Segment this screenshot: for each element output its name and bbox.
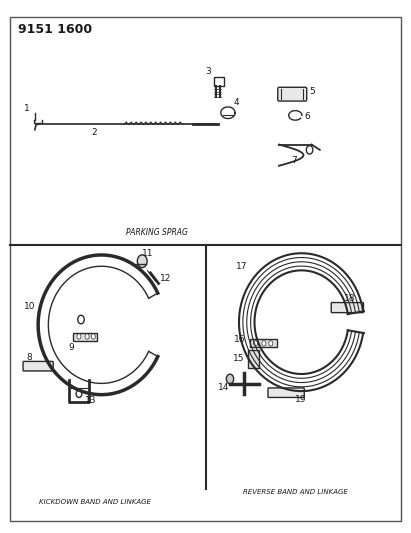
Text: 9151 1600: 9151 1600: [18, 22, 92, 36]
Circle shape: [76, 390, 82, 398]
Text: KICKDOWN BAND AND LINKAGE: KICKDOWN BAND AND LINKAGE: [39, 499, 151, 505]
Circle shape: [269, 341, 273, 346]
FancyBboxPatch shape: [23, 361, 53, 371]
Circle shape: [85, 334, 89, 339]
Bar: [73, 333, 97, 341]
Text: PARKING SPRAG: PARKING SPRAG: [126, 228, 187, 237]
Bar: [248, 350, 259, 368]
Circle shape: [226, 374, 234, 384]
Text: 1: 1: [24, 104, 30, 113]
Text: 7: 7: [291, 156, 297, 165]
Circle shape: [306, 146, 313, 154]
FancyBboxPatch shape: [214, 77, 224, 86]
Text: 11: 11: [142, 249, 154, 258]
Text: 9: 9: [69, 343, 74, 352]
Circle shape: [262, 341, 266, 346]
Text: REVERSE BAND AND LINKAGE: REVERSE BAND AND LINKAGE: [243, 489, 348, 495]
Text: 15: 15: [233, 354, 245, 364]
Text: 6: 6: [304, 112, 310, 122]
Text: 4: 4: [233, 98, 239, 107]
Text: 19: 19: [296, 394, 307, 403]
Text: 13: 13: [85, 395, 97, 405]
FancyBboxPatch shape: [331, 303, 363, 313]
Text: 8: 8: [27, 353, 32, 362]
FancyBboxPatch shape: [278, 87, 307, 101]
Text: 10: 10: [24, 302, 35, 311]
Text: 3: 3: [206, 67, 211, 76]
Text: 14: 14: [218, 383, 229, 392]
FancyBboxPatch shape: [268, 388, 304, 398]
Circle shape: [78, 316, 84, 324]
Text: 18: 18: [344, 294, 355, 303]
Circle shape: [77, 334, 81, 339]
Circle shape: [91, 334, 95, 339]
Text: 5: 5: [309, 87, 315, 96]
Bar: [250, 339, 277, 347]
Text: 16: 16: [234, 335, 246, 344]
Text: 17: 17: [236, 262, 247, 271]
Text: 12: 12: [160, 273, 171, 282]
Circle shape: [254, 341, 258, 346]
Text: 2: 2: [91, 128, 97, 138]
Circle shape: [137, 255, 147, 268]
